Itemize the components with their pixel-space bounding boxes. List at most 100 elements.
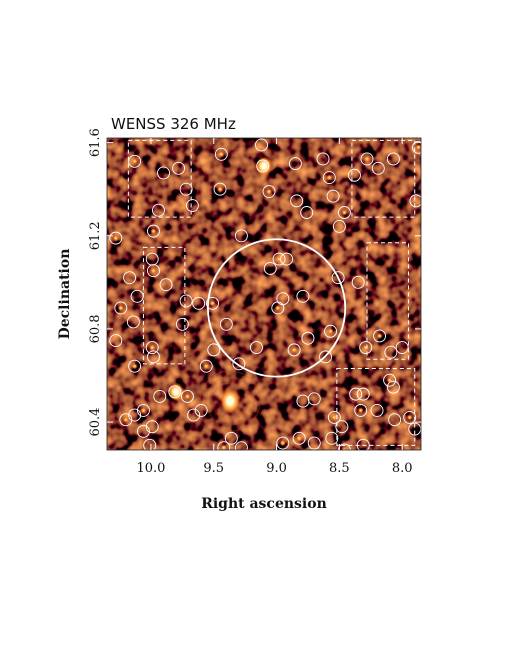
x-tick-label: 9.5	[203, 461, 224, 476]
source-glow	[274, 304, 282, 312]
source-marker	[123, 271, 137, 285]
source-marker	[262, 185, 276, 199]
source-marker	[307, 392, 321, 406]
source-marker	[280, 252, 294, 266]
plot-area	[106, 137, 422, 451]
source-marker	[153, 389, 167, 403]
source-marker	[194, 403, 208, 417]
target-circle	[206, 238, 347, 378]
bright-source-0	[220, 389, 241, 414]
source-marker	[326, 189, 340, 203]
source-glow	[331, 414, 338, 421]
source-glow	[326, 174, 333, 181]
source-glow	[290, 346, 298, 354]
source-marker	[359, 341, 373, 355]
source-marker	[354, 403, 368, 417]
source-marker	[276, 436, 290, 450]
source-glow	[203, 362, 210, 370]
x-axis-label: Right ascension	[201, 496, 327, 512]
source-glow	[341, 209, 348, 216]
source-marker	[325, 431, 339, 445]
source-marker	[145, 341, 159, 355]
target-region	[206, 238, 347, 378]
source-marker	[180, 389, 194, 403]
source-marker	[256, 159, 270, 173]
source-marker	[332, 220, 346, 233]
source-marker	[403, 410, 417, 424]
y-tick-label: 60.8	[88, 314, 103, 343]
source-marker	[213, 182, 227, 196]
source-glow	[150, 267, 157, 274]
source-marker	[409, 194, 421, 208]
source-marker	[114, 301, 128, 315]
control-region-0	[127, 139, 192, 218]
source-marker	[319, 350, 332, 364]
source-glow	[117, 304, 125, 312]
source-marker	[271, 301, 285, 315]
source-marker	[168, 385, 182, 399]
source-marker	[192, 296, 206, 310]
source-marker	[185, 199, 199, 212]
source-glow	[341, 446, 348, 450]
source-marker	[232, 357, 246, 371]
bright-source-1	[255, 156, 273, 176]
source-marker	[145, 420, 159, 434]
source-markers	[109, 138, 421, 450]
source-marker	[206, 296, 219, 310]
source-marker	[224, 431, 238, 445]
source-marker	[234, 229, 248, 243]
source-marker	[337, 206, 351, 219]
source-glow	[216, 186, 224, 193]
bright-source-ring	[199, 370, 261, 432]
source-glow	[131, 362, 138, 370]
source-glow	[112, 234, 119, 242]
source-marker	[337, 443, 351, 450]
control-regions	[127, 139, 416, 446]
x-tick-label: 10.0	[136, 461, 165, 476]
source-marker	[214, 147, 228, 161]
source-marker	[386, 152, 400, 166]
source-glow	[357, 407, 364, 414]
source-marker	[412, 140, 421, 154]
source-glow	[415, 144, 421, 151]
source-glow	[406, 414, 413, 421]
source-marker	[335, 420, 349, 434]
source-glow	[122, 416, 130, 423]
source-glow	[131, 158, 138, 165]
source-marker	[136, 424, 150, 438]
y-tick-label: 61.6	[88, 128, 103, 157]
source-marker	[316, 152, 330, 166]
control-region-3	[366, 242, 409, 360]
source-marker	[263, 261, 277, 275]
source-glow	[295, 435, 303, 442]
source-marker	[147, 264, 160, 278]
source-marker	[159, 278, 173, 292]
x-tick-label: 8.0	[392, 461, 413, 476]
source-glow	[209, 300, 216, 307]
source-marker	[290, 194, 304, 208]
source-glow	[220, 444, 228, 450]
source-marker	[128, 154, 142, 168]
source-marker	[109, 231, 123, 245]
source-marker	[356, 387, 370, 401]
source-marker	[351, 275, 365, 289]
bright-source-2	[168, 382, 184, 401]
source-marker	[347, 168, 361, 182]
source-marker	[175, 317, 189, 331]
source-glow	[140, 407, 147, 414]
source-marker	[386, 380, 400, 394]
bright-source-ring	[205, 376, 255, 426]
source-marker	[187, 408, 201, 422]
source-marker	[301, 331, 315, 345]
control-region-1	[351, 139, 416, 218]
source-glow	[218, 151, 225, 158]
source-marker	[300, 206, 314, 219]
source-glow	[362, 344, 369, 351]
source-marker	[324, 324, 338, 338]
source-marker	[207, 343, 221, 357]
source-marker	[287, 343, 301, 357]
source-marker	[296, 289, 310, 303]
source-marker	[147, 350, 160, 364]
source-glow	[265, 188, 273, 195]
